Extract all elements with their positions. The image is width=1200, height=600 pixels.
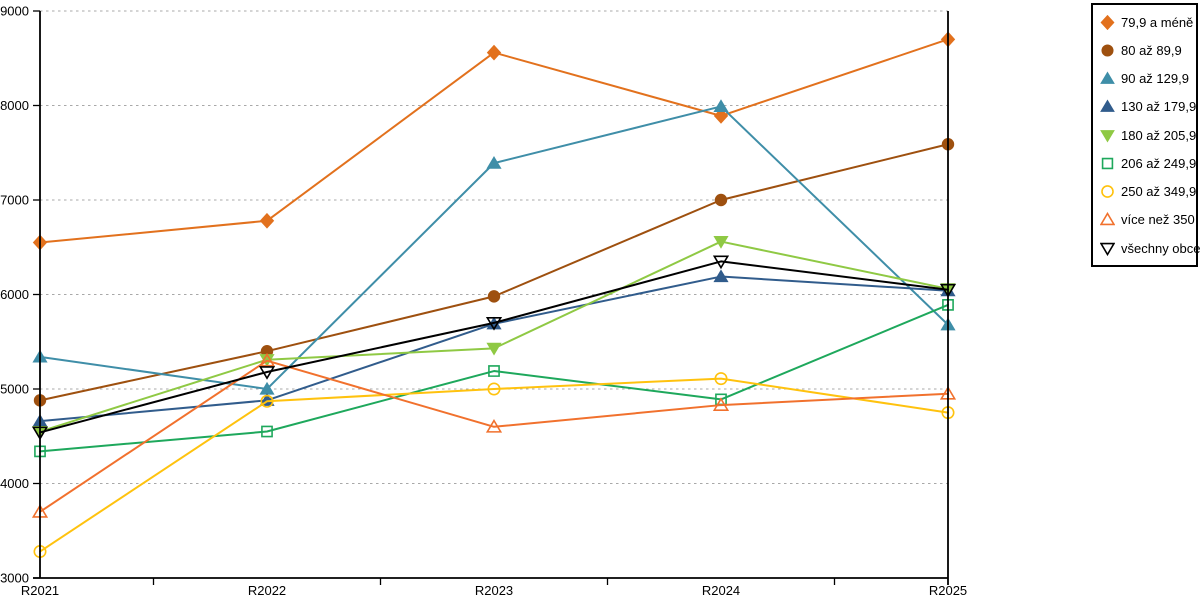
marker-triangle-down-hollow	[258, 366, 276, 380]
legend-item-2: 90 až 129,9	[1100, 68, 1194, 90]
x-tick-label: R2021	[21, 583, 59, 598]
marker-diamond	[1100, 14, 1115, 30]
marker-triangle-up	[486, 155, 502, 169]
marker-circle	[487, 290, 501, 303]
marker-diamond	[259, 212, 275, 229]
legend-marker-triangle-down-icon	[1100, 129, 1115, 142]
legend-marker-triangle-up-icon	[1100, 99, 1115, 113]
legend-item-1: 80 až 89,9	[1100, 39, 1194, 61]
marker-triangle-down-hollow	[1100, 242, 1115, 256]
x-tick-label: R2022	[248, 583, 286, 598]
legend-item-7: více než 350	[1100, 209, 1195, 231]
marker-triangle-up	[713, 99, 729, 113]
series-line-8	[39, 260, 949, 434]
marker-triangle-up-hollow	[1100, 212, 1115, 226]
x-tick-label: R2023	[475, 583, 513, 598]
legend-label: 206 až 249,9	[1121, 155, 1197, 171]
marker-triangle-down-hollow	[712, 255, 730, 270]
marker-square-hollow	[942, 299, 954, 311]
legend-item-5: 206 až 249,9	[1100, 152, 1197, 174]
series-line-4	[39, 240, 949, 433]
legend-label: 80 až 89,9	[1121, 42, 1182, 58]
axis-labels: 3000 4000 5000 6000 7000 8000 9000 R2021 R2022 R2…	[0, 4, 967, 599]
marker-triangle-up	[1100, 71, 1115, 84]
marker-square-hollow	[34, 445, 46, 458]
y-tick-label: 5000	[0, 382, 29, 397]
marker-triangle-down	[486, 342, 502, 356]
legend-item-8: všechny obce	[1100, 237, 1200, 259]
marker-circle-hollow	[1101, 185, 1114, 198]
marker-circle-hollow	[714, 372, 728, 386]
legend-label: 79,9 a méně	[1121, 14, 1194, 30]
marker-square-hollow	[488, 365, 500, 377]
legend-marker-triangle-up-icon	[1100, 212, 1115, 226]
y-tick-label: 3000	[0, 571, 29, 586]
legend-item-6: 250 až 349,9	[1100, 181, 1197, 203]
y-tick-label: 6000	[0, 287, 29, 302]
legend-item-3: 130 až 179,9	[1100, 96, 1197, 118]
marker-triangle-up-hollow	[712, 397, 730, 411]
legend-marker-diamond-icon	[1100, 14, 1115, 30]
y-tick-label: 9000	[0, 4, 29, 19]
legend-marker-circle-icon	[1101, 44, 1114, 57]
marker-square-hollow	[261, 425, 273, 438]
legend-label: 130 až 179,9	[1121, 99, 1197, 115]
legend-label: 250 až 349,9	[1121, 184, 1197, 199]
marker-triangle-up-hollow	[258, 352, 276, 367]
marker-triangle-up	[713, 269, 729, 283]
gridlines	[40, 10, 948, 484]
y-tick-label: 8000	[0, 98, 29, 113]
marker-triangle-up-hollow	[485, 419, 503, 433]
marker-triangle-down	[713, 235, 729, 249]
legend-label: více než 350	[1121, 212, 1195, 228]
legend-marker-triangle-up-icon	[1100, 71, 1115, 84]
x-tick-label: R2025	[929, 583, 967, 598]
axes	[33, 10, 949, 585]
y-tick-label: 4000	[0, 476, 29, 491]
legend-item-0: 79,9 a méně	[1100, 11, 1194, 33]
legend-label: 90 až 129,9	[1121, 71, 1189, 86]
marker-diamond	[713, 108, 729, 124]
legend-marker-square-icon	[1101, 157, 1114, 169]
marker-circle-hollow	[487, 382, 501, 396]
series-line-7	[39, 359, 949, 513]
chart-legend: 79,9 a méně 80 až 89,9 90 až 129,9 130 až 1…	[1091, 3, 1200, 267]
marker-triangle-down-hollow	[485, 316, 503, 331]
series-line-0	[39, 38, 949, 244]
y-tick-label: 7000	[0, 193, 29, 208]
legend-label: všechny obce	[1121, 240, 1200, 256]
legend-marker-triangle-down-icon	[1100, 242, 1115, 256]
series-line-5	[39, 303, 949, 453]
marker-circle	[714, 193, 728, 207]
legend-item-4: 180 až 205,9	[1100, 124, 1197, 146]
legend-marker-circle-icon	[1101, 185, 1114, 198]
marker-triangle-up	[1100, 99, 1115, 113]
marker-diamond	[486, 44, 502, 61]
marker-square-hollow	[1101, 157, 1114, 169]
x-tick-label: R2024	[702, 583, 740, 598]
marker-circle	[1101, 44, 1114, 57]
series-line-6	[39, 377, 949, 553]
marker-triangle-down	[1100, 129, 1115, 142]
marker-circle-hollow	[260, 394, 274, 408]
legend-label: 180 až 205,9	[1121, 127, 1197, 143]
